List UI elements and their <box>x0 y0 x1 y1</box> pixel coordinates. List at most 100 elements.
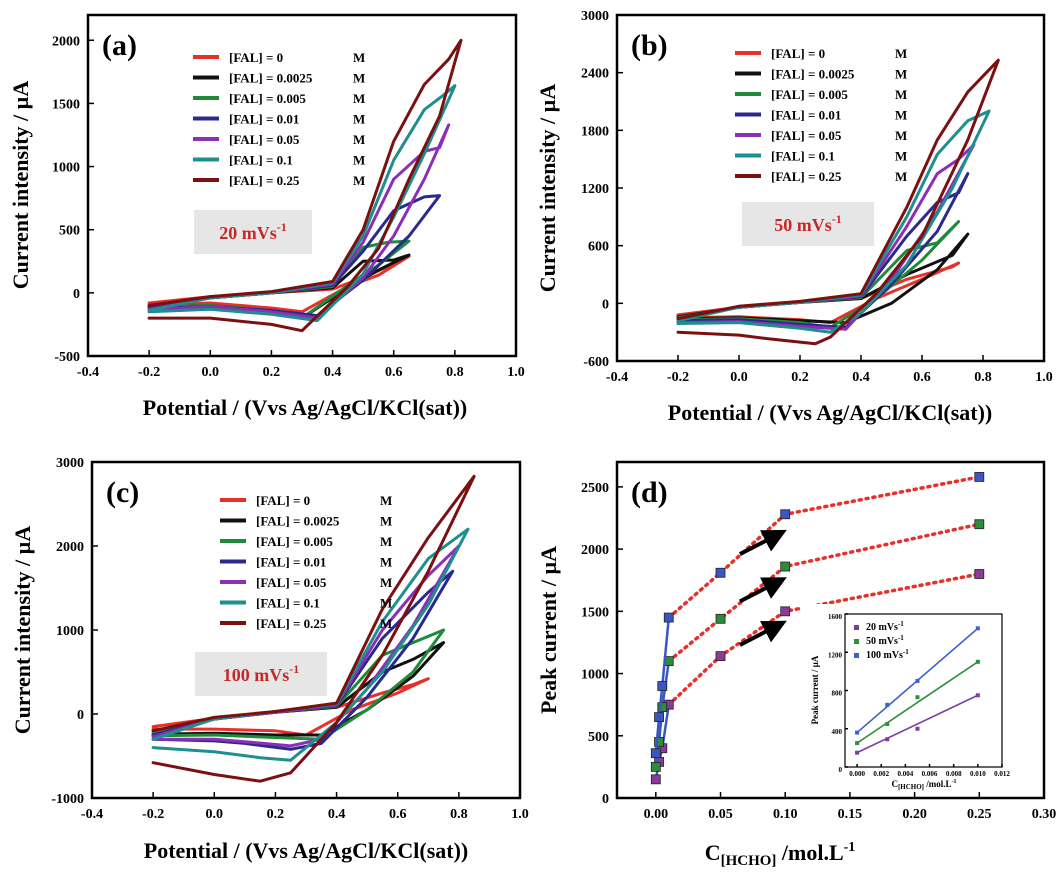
cv-curve-fal_25 <box>676 58 1000 346</box>
x-axis-label-sub: [HCHO] <box>721 853 777 869</box>
trend-arrow <box>739 620 787 647</box>
legend-unit: M <box>895 169 907 184</box>
peak-line-dotted <box>667 572 982 707</box>
legend: [FAL] = 0 M [FAL] = 0.0025 M [FAL] = 0.005 M [… <box>735 46 907 184</box>
legend-unit: M <box>353 173 365 188</box>
inset-legend-swatch-inset_50 <box>854 639 859 644</box>
trend-arrow <box>739 577 787 604</box>
x-axis-label: Potential / (Vvs Ag/AgCl/KCl(sat)) <box>144 838 468 863</box>
peak-point <box>715 613 726 624</box>
legend-unit: M <box>380 575 392 590</box>
x-tick-label: 0.0 <box>730 370 748 385</box>
inset-chart: 0.000 0.002 0.004 0.006 0.008 0.010 0.012 0 400 8… <box>810 613 1010 791</box>
inset-legend-label: 100 mVs-1 <box>866 648 909 661</box>
scan-rate-label: 50 mVs-1 <box>774 212 842 235</box>
x-tick-label: 0.6 <box>385 365 403 380</box>
peak-line-steep <box>654 617 671 754</box>
legend-label: [FAL] = 0.0025 <box>771 67 855 82</box>
peak-point <box>650 774 661 785</box>
x-tick-label: 0.4 <box>328 807 346 822</box>
inset-point <box>885 737 890 742</box>
y-tick-label: 2400 <box>581 67 609 82</box>
y-tick-label: 2000 <box>52 34 80 49</box>
peak-line-dotted <box>667 475 982 620</box>
legend-unit: M <box>895 87 907 102</box>
legend-unit: M <box>380 534 392 549</box>
scan-rate-box <box>742 202 874 246</box>
peak-point <box>654 712 664 723</box>
y-tick-label: 0 <box>77 708 84 723</box>
x-tick-label: 0.8 <box>450 807 468 822</box>
inset-legend-swatch-inset_100 <box>854 653 859 658</box>
x-tick-label: -0.2 <box>667 370 689 385</box>
x-tick-label: 0.000 <box>849 770 865 778</box>
peak-point <box>780 561 791 572</box>
peak-point <box>974 519 985 530</box>
cv-panel-c: -0.4 -0.2 0.0 0.2 0.4 0.6 0.8 1.0 -1000 0 1000 2000… <box>10 456 529 863</box>
scan-rate-value: 100 mVs <box>223 665 290 685</box>
x-tick-label: 0.002 <box>873 770 889 778</box>
x-tick-label: 0.15 <box>838 807 863 822</box>
inset-legend-label: 20 mVs-1 <box>866 620 904 633</box>
inset-x-axis-label: C[HCHO] /mol.L-1 <box>891 779 956 791</box>
legend-label: [FAL] = 0 <box>229 50 283 65</box>
legend: [FAL] = 0 M [FAL] = 0.0025 M [FAL] = 0.005 M [… <box>220 493 392 631</box>
inset-point <box>915 726 920 731</box>
x-tick-label: -0.2 <box>138 365 160 380</box>
y-tick-label: 1200 <box>581 182 609 197</box>
inset-point <box>975 626 980 631</box>
inset-y-axis-label: Peak current / µA <box>810 655 820 724</box>
y-tick-label: 1500 <box>52 97 80 112</box>
y-tick-label: 1000 <box>581 668 609 683</box>
legend-unit: M <box>895 108 907 123</box>
legend-label: [FAL] = 0.25 <box>771 169 842 184</box>
scan-rate-sup: -1 <box>289 662 299 676</box>
y-tick-label: 0 <box>602 792 609 807</box>
y-tick-label: 1000 <box>56 624 84 639</box>
panel-label: (c) <box>106 476 139 509</box>
y-tick-label: 1000 <box>52 161 80 176</box>
x-tick-label: 0.004 <box>898 770 914 778</box>
scan-rate-box <box>194 210 312 254</box>
y-tick-label: 3000 <box>56 456 84 471</box>
y-tick-label: 1600 <box>828 613 843 621</box>
inset-point <box>855 741 860 746</box>
y-tick-label: 600 <box>588 240 609 255</box>
x-tick-label: 0.8 <box>446 365 464 380</box>
x-axis-label: C[HCHO] /mol.L-1 <box>705 840 856 869</box>
scan-rate-label: 100 mVs-1 <box>223 662 300 685</box>
y-tick-label: 500 <box>59 224 80 239</box>
legend-unit: M <box>353 132 365 147</box>
inset-point <box>915 695 920 700</box>
legend-label: [FAL] = 0.0025 <box>256 514 340 529</box>
peak-current-panel: 0.00 0.05 0.10 0.15 0.20 0.25 0.30 0 500 1000 1500… <box>536 460 1056 869</box>
y-tick-label: -1000 <box>51 792 84 807</box>
legend-label: [FAL] = 0 <box>256 493 310 508</box>
legend-label: [FAL] = 0.005 <box>771 87 848 102</box>
x-axis-label-main: C <box>705 840 721 865</box>
legend-label: [FAL] = 0.1 <box>229 153 293 168</box>
legend-label: [FAL] = 0.05 <box>229 132 300 147</box>
cv-panel-a: -0.4 -0.2 0.0 0.2 0.4 0.6 0.8 1.0 -500 0 500 1000 15… <box>8 13 525 420</box>
peak-point <box>715 651 726 662</box>
legend-label: [FAL] = 0.05 <box>256 575 327 590</box>
x-tick-label: 0.2 <box>263 365 281 380</box>
y-axis-label: Current intensity / µA <box>8 81 33 290</box>
x-tick-label: 1.0 <box>1035 370 1053 385</box>
legend-label: [FAL] = 0.05 <box>771 128 842 143</box>
cv-curve-fal_25 <box>147 38 463 333</box>
legend-unit: M <box>895 128 907 143</box>
x-tick-label: 0.10 <box>773 807 798 822</box>
y-tick-label: 1800 <box>581 124 609 139</box>
legend-unit: M <box>895 67 907 82</box>
legend-label: [FAL] = 0.01 <box>771 108 841 123</box>
y-tick-label: -500 <box>54 350 80 365</box>
x-tick-label: 0.8 <box>974 370 992 385</box>
legend-label: [FAL] = 0.25 <box>229 173 300 188</box>
x-tick-label: 0.00 <box>644 807 669 822</box>
x-axis-label-rest: /mol.L <box>776 840 843 865</box>
legend-unit: M <box>353 71 365 86</box>
peak-point <box>974 569 985 579</box>
y-tick-label: 3000 <box>581 9 609 24</box>
